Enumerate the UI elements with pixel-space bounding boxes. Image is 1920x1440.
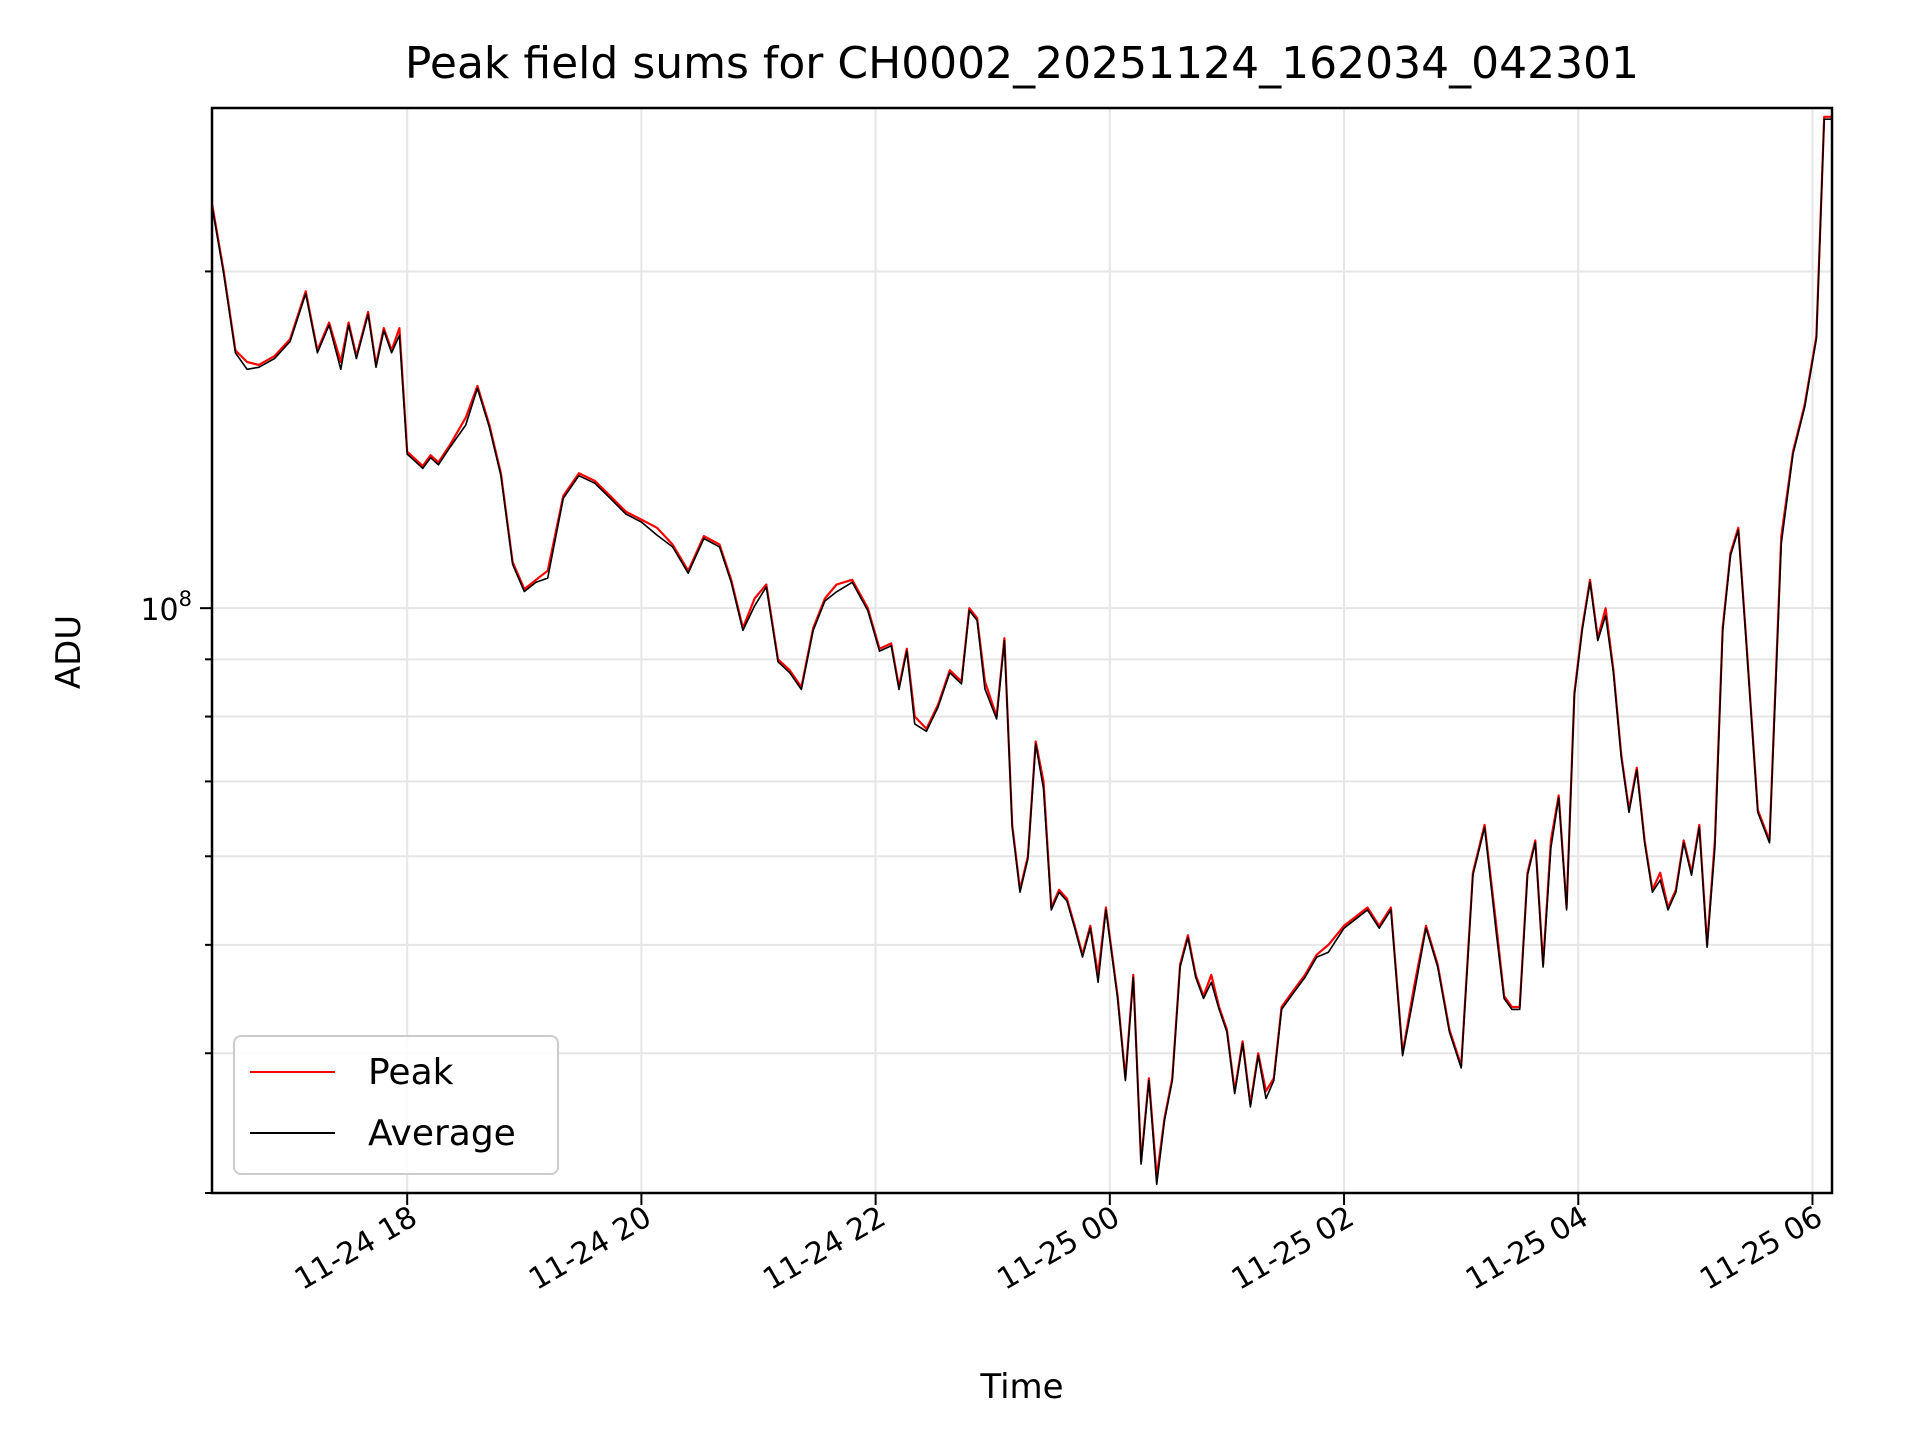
legend-label-average: Average <box>368 1113 516 1154</box>
grid <box>212 108 1832 1194</box>
legend-box <box>233 1035 559 1175</box>
legend: Peak Average <box>233 1035 559 1175</box>
series-layer <box>210 115 1832 1186</box>
y-tick-label: 108 <box>140 587 192 628</box>
plot-frame <box>210 106 1834 1195</box>
chart-title: Peak field sums for CH0002_20251124_1620… <box>405 38 1639 89</box>
series-line-average <box>211 118 1832 1186</box>
legend-label-peak: Peak <box>368 1052 454 1093</box>
y-axis-label: ADU <box>49 615 89 689</box>
x-axis-label: Time <box>979 1367 1063 1407</box>
